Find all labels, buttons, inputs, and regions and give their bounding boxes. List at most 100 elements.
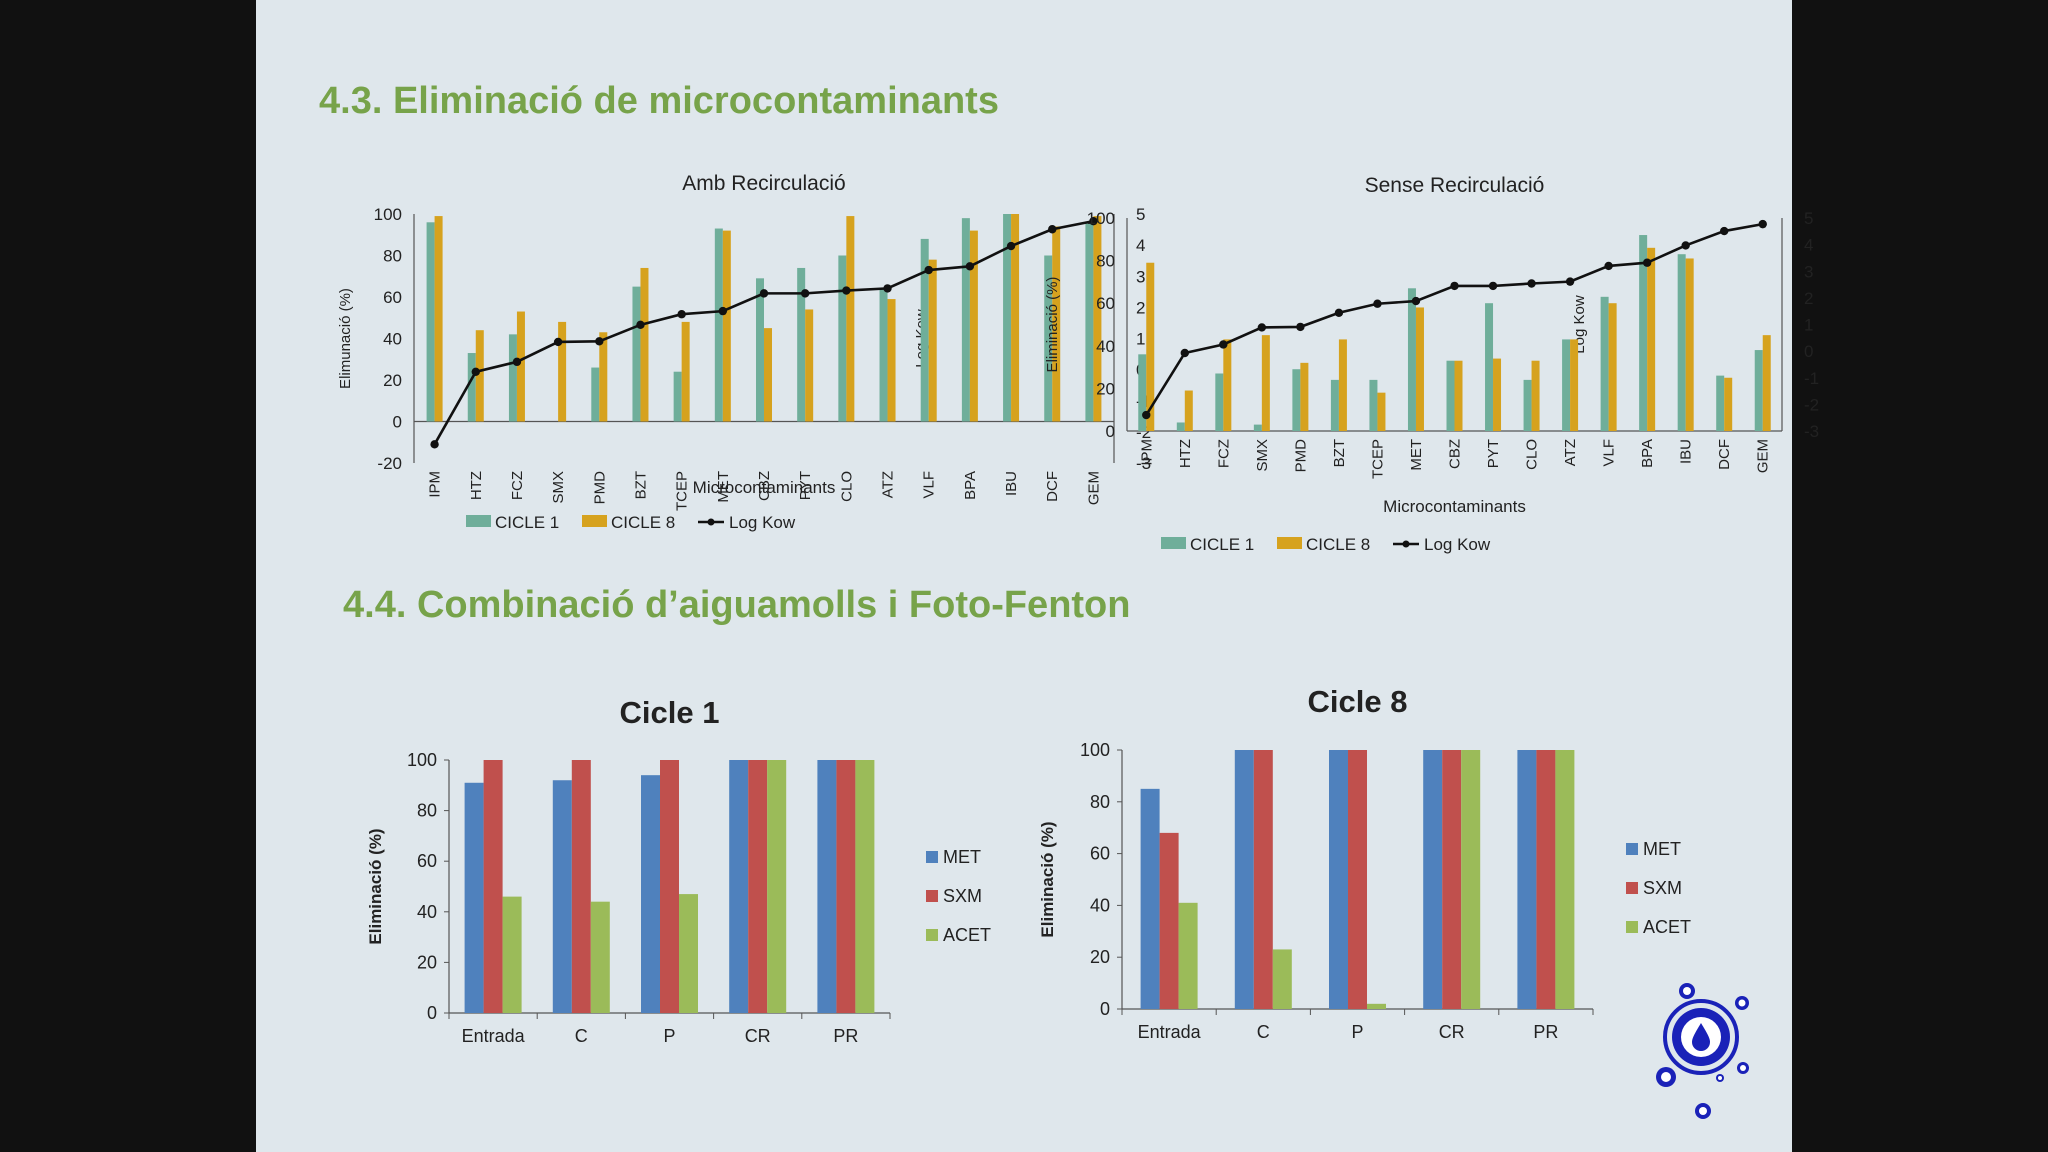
bar-met [729, 760, 749, 1013]
bar-cicle-1 [1003, 214, 1012, 422]
y-axis-label: Eliminació (%) [366, 828, 385, 944]
y-tick-label: 80 [417, 801, 437, 821]
y2-tick-label: 2 [1136, 298, 1145, 317]
y-tick-label: 0 [1100, 999, 1110, 1019]
x-tick-label: CBZ [756, 471, 773, 501]
point-log-kow [1758, 219, 1767, 229]
bar-cicle-8 [928, 259, 937, 422]
bar-acet [1272, 949, 1292, 1009]
y2-tick-label: 5 [1804, 209, 1813, 228]
legend-swatch [1626, 921, 1638, 933]
bar-met [552, 780, 572, 1013]
legend-swatch [1626, 843, 1638, 855]
y2-tick-label: -1 [1804, 369, 1819, 388]
point-log-kow [965, 262, 975, 271]
point-log-kow [1373, 299, 1382, 308]
x-tick-label: CR [1439, 1022, 1465, 1042]
x-tick-label: BPA [1639, 439, 1656, 468]
x-tick-label: Entrada [1138, 1022, 1202, 1042]
slide: 4.3. Eliminació de microcontaminants 4.4… [256, 0, 1819, 1152]
x-tick-label: TCEP [1369, 439, 1386, 479]
x-tick-label: PR [1533, 1022, 1558, 1042]
bar-cicle-1 [1085, 222, 1094, 422]
y-tick-label: 40 [417, 902, 437, 922]
x-axis-label: Microcontaminants [1383, 497, 1526, 516]
point-log-kow [1089, 216, 1098, 226]
y-tick-label: 0 [427, 1003, 437, 1023]
bar-met [1140, 788, 1160, 1009]
bar-cicle-1 [756, 278, 764, 422]
legend-swatch-point [1402, 540, 1410, 548]
bar-cicle-1 [467, 353, 476, 422]
bar-met [1329, 750, 1348, 1009]
bar-sxm [1348, 750, 1367, 1009]
legend-swatch [926, 890, 938, 902]
bar-met [1423, 750, 1443, 1009]
bar-acet [590, 901, 610, 1013]
bar-cicle-8 [1762, 335, 1771, 431]
bar-met [817, 760, 837, 1013]
bar-cicle-8 [1300, 362, 1309, 431]
bar-cicle-1 [1562, 339, 1571, 431]
bar-cicle-1 [1215, 373, 1224, 431]
bar-cicle-1 [1600, 296, 1609, 431]
y-tick-label: 40 [383, 330, 402, 349]
bar-cicle-8 [1454, 360, 1463, 431]
y2-tick-label: -3 [1136, 454, 1151, 473]
x-tick-label: P [663, 1026, 675, 1046]
bar-cicle-1 [714, 228, 723, 422]
y-tick-label: 60 [1096, 294, 1115, 313]
x-tick-label: BZT [1331, 439, 1348, 467]
point-log-kow [1527, 279, 1536, 288]
bar-cicle-1 [1716, 375, 1725, 431]
point-log-kow [1642, 258, 1652, 267]
y-tick-label: 0 [1106, 422, 1115, 441]
bar-sxm [1253, 750, 1273, 1009]
y-tick-label: 20 [1090, 947, 1110, 967]
bar-cicle-1 [632, 286, 641, 422]
legend-label: SXM [943, 886, 982, 906]
bar-met [1234, 750, 1254, 1009]
x-tick-label: CLO [1524, 439, 1541, 470]
y-tick-label: 60 [383, 288, 402, 307]
y-tick-label: 0 [393, 413, 402, 432]
bar-cicle-1 [1485, 303, 1494, 431]
bar-cicle-1 [1330, 379, 1339, 431]
bar-cicle-1 [508, 334, 517, 422]
chart-2: Sense Recirculació020406080100Eliminació… [1044, 174, 1819, 554]
y-tick-label: 100 [407, 750, 437, 770]
legend-label: MET [943, 847, 981, 867]
x-tick-label: DCF [1716, 439, 1733, 470]
bar-acet [1367, 1003, 1386, 1009]
bar-cicle-1 [673, 371, 682, 422]
point-log-kow [1048, 225, 1057, 234]
x-tick-label: CLO [838, 471, 855, 502]
bar-sxm [1536, 750, 1556, 1009]
y2-tick-label: 5 [1136, 205, 1145, 224]
bar-cicle-8 [1184, 390, 1193, 431]
legend-label: Log Kow [729, 513, 796, 532]
x-tick-label: C [575, 1026, 588, 1046]
legend-swatch-point [707, 518, 715, 526]
legend-label: CICLE 1 [495, 513, 559, 532]
legend-swatch [926, 851, 938, 863]
x-tick-label: TCEP [674, 471, 691, 511]
x-tick-label: CBZ [1447, 439, 1464, 469]
bar-sxm [571, 760, 591, 1013]
bar-acet [1555, 750, 1575, 1009]
water-drop-logo-icon [1656, 983, 1749, 1119]
x-tick-label: PMD [1292, 439, 1309, 473]
y-tick-label: 80 [1096, 252, 1115, 271]
bar-cicle-1 [1523, 379, 1532, 431]
bar-met [464, 782, 484, 1013]
point-log-kow [883, 284, 892, 293]
point-log-kow [1257, 323, 1267, 332]
x-tick-label: IPM [1138, 439, 1155, 466]
bar-cicle-8 [640, 267, 649, 422]
bar-cicle-1 [1369, 379, 1378, 431]
y-tick-label: 20 [383, 371, 402, 390]
bar-cicle-1 [1292, 369, 1301, 431]
bar-cicle-8 [599, 332, 608, 422]
x-tick-label: IBU [1003, 471, 1020, 496]
bar-cicle-1 [879, 288, 888, 422]
